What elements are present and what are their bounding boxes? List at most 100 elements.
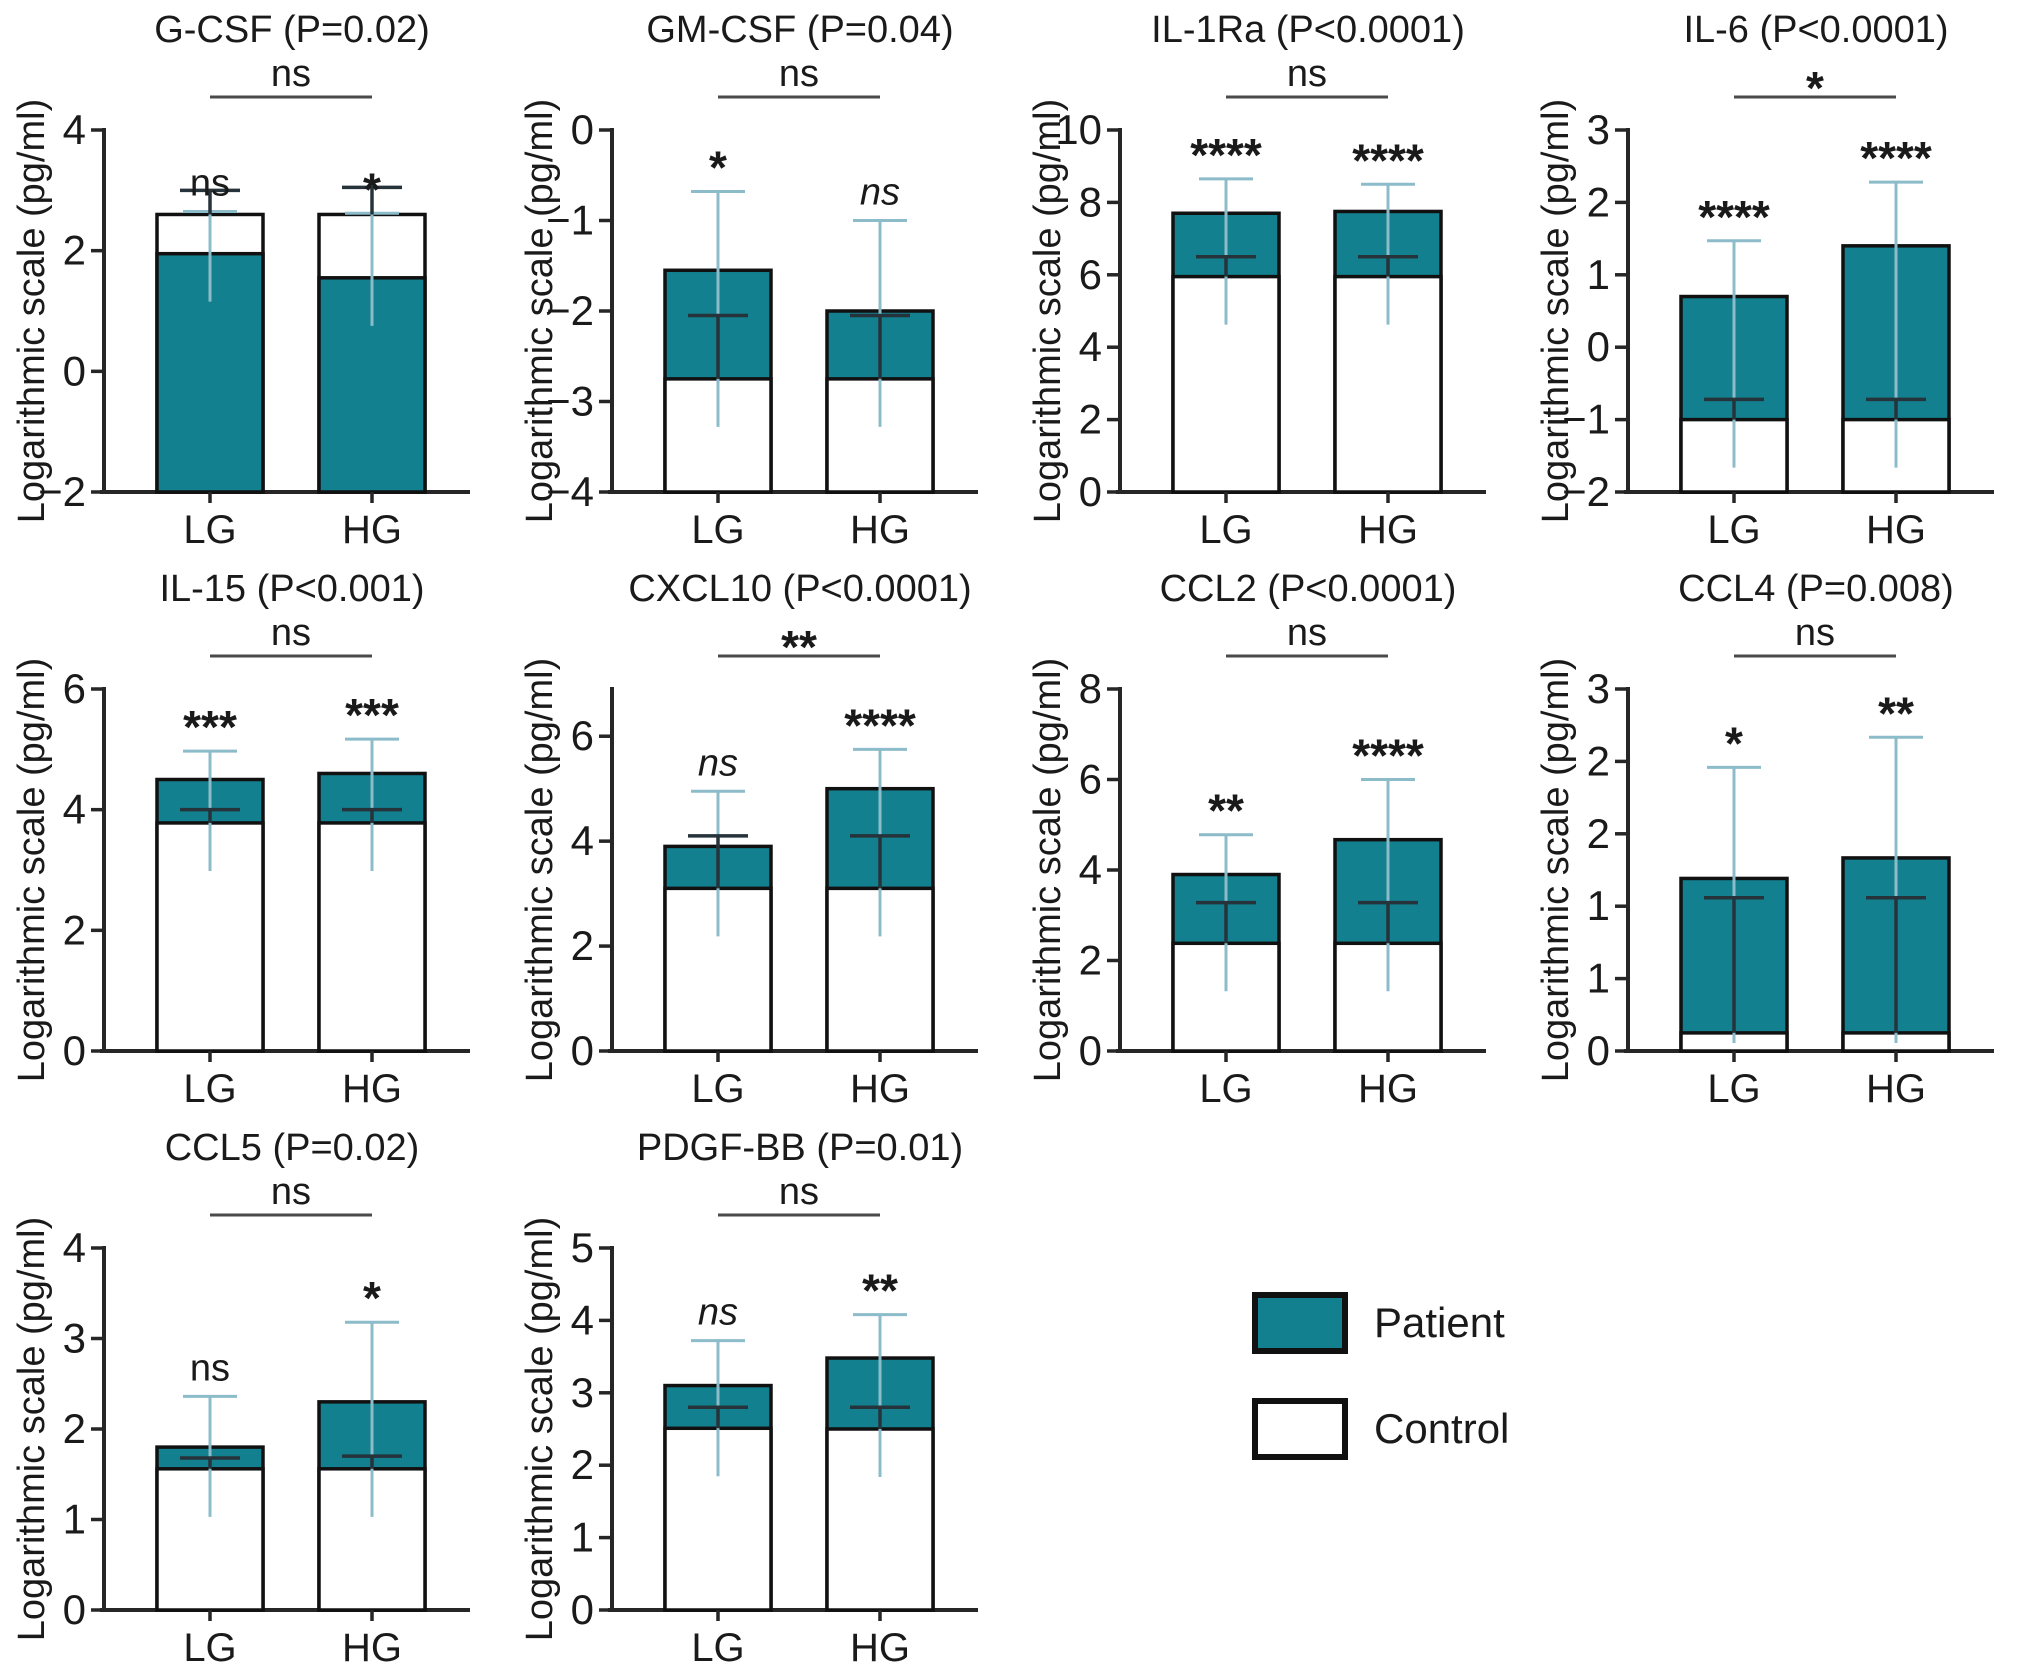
- comparison-label: ns: [1287, 53, 1327, 95]
- y-axis-label: Logarithmic scale (pg/ml): [519, 99, 561, 523]
- category-label: LG: [1707, 508, 1760, 552]
- significance-label: ****: [1698, 191, 1770, 243]
- significance-label: ****: [844, 699, 916, 751]
- y-tick-label: 2: [63, 227, 86, 274]
- legend: Patient Control: [1252, 1292, 1509, 1504]
- chart-svg: IL-1Ra (P<0.0001)ns 10 8 6 4 2 0 LG **** HG **** Lo…: [1027, 9, 1486, 552]
- significance-label: ****: [1860, 132, 1932, 184]
- y-tick-label: 6: [1079, 756, 1102, 803]
- significance-label: *: [1725, 717, 1743, 769]
- y-tick-label: 2: [1587, 178, 1610, 225]
- y-tick-label: 2: [571, 1441, 594, 1488]
- category-label: LG: [1199, 1067, 1252, 1111]
- significance-label: *: [363, 1272, 381, 1324]
- chart-svg: IL-15 (P<0.001)ns 6 4 2 0 LG *** HG *** Logarithm…: [11, 568, 470, 1111]
- chart-title: CCL5 (P=0.02): [165, 1127, 420, 1169]
- y-tick-label: 0: [63, 1027, 86, 1074]
- y-tick-label: 0: [63, 347, 86, 394]
- significance-label: ****: [1352, 730, 1424, 782]
- y-tick-label: −2: [546, 287, 594, 334]
- significance-label: ****: [1352, 134, 1424, 186]
- comparison-label: ns: [271, 53, 311, 95]
- y-tick-label: 4: [571, 1296, 594, 1343]
- y-tick-label: 2: [1587, 810, 1610, 857]
- chart-svg: CCL4 (P=0.008)ns 3 2 2 1 1 0 LG * HG ** Logarithmic…: [1535, 568, 1994, 1111]
- y-tick-label: −1: [1562, 396, 1610, 443]
- y-tick-label: 3: [1587, 106, 1610, 153]
- legend-row-patient: Patient: [1252, 1292, 1509, 1354]
- y-tick-label: −2: [1562, 468, 1610, 515]
- chart-svg: CCL2 (P<0.0001)ns 8 6 4 2 0 LG ** HG **** Logarith…: [1027, 568, 1486, 1111]
- y-tick-label: 6: [63, 665, 86, 712]
- category-label: LG: [691, 1626, 744, 1670]
- y-tick-label: 0: [1079, 1027, 1102, 1074]
- y-tick-label: 4: [1079, 846, 1102, 893]
- y-tick-label: −2: [38, 468, 86, 515]
- significance-label: ***: [183, 701, 237, 753]
- y-tick-label: 10: [1055, 106, 1102, 153]
- category-label: HG: [1866, 508, 1926, 552]
- y-axis-label: Logarithmic scale (pg/ml): [1535, 658, 1577, 1082]
- y-tick-label: −1: [546, 197, 594, 244]
- y-tick-label: 5: [571, 1224, 594, 1271]
- y-tick-label: 0: [571, 106, 594, 153]
- category-label: LG: [183, 1067, 236, 1111]
- category-label: HG: [850, 508, 910, 552]
- y-tick-label: 2: [1587, 737, 1610, 784]
- y-tick-label: 0: [1587, 323, 1610, 370]
- patient-swatch-icon: [1252, 1292, 1348, 1354]
- significance-label: ns: [698, 742, 738, 784]
- y-tick-label: 2: [1079, 396, 1102, 443]
- chart-ccl2: CCL2 (P<0.0001) ns 8 6 4 2 0 LG ** HG **** Logarith…: [1016, 559, 1524, 1118]
- category-label: HG: [342, 508, 402, 552]
- y-tick-label: 1: [571, 1514, 594, 1561]
- significance-label: ns: [860, 172, 900, 214]
- y-tick-label: 8: [1079, 178, 1102, 225]
- chart-title: GM-CSF (P=0.04): [646, 9, 953, 51]
- y-tick-label: 3: [571, 1369, 594, 1416]
- chart-svg: G-CSF (P=0.02)ns420−2LGnsHG*Logarithmic …: [11, 9, 470, 552]
- chart-title: IL-6 (P<0.0001): [1683, 9, 1948, 51]
- y-tick-label: −3: [546, 378, 594, 425]
- chart-g-csf: G-CSF (P=0.02) ns 4 2 0 −2 LG ns HG * Logarithmic …: [0, 0, 508, 559]
- chart-title: PDGF-BB (P=0.01): [637, 1127, 963, 1169]
- significance-label: ns: [190, 1347, 230, 1389]
- chart-il-15: IL-15 (P<0.001) ns 6 4 2 0 LG *** HG *** Logarithm…: [0, 559, 508, 1118]
- y-tick-label: 3: [63, 1315, 86, 1362]
- comparison-label: ns: [779, 53, 819, 95]
- legend-control-label: Control: [1374, 1405, 1510, 1452]
- category-label: LG: [183, 1626, 236, 1670]
- significance-label: **: [1878, 687, 1914, 739]
- significance-label: **: [862, 1265, 898, 1317]
- y-tick-label: −4: [546, 468, 594, 515]
- significance-label: *: [709, 142, 727, 194]
- chart-svg: GM-CSF (P=0.04)ns0−1−2−3−4LG*HGnsLogarit…: [519, 9, 978, 552]
- y-axis-label: Logarithmic scale (pg/ml): [11, 99, 53, 523]
- category-label: HG: [850, 1067, 910, 1111]
- y-tick-label: 2: [571, 922, 594, 969]
- y-axis-label: Logarithmic scale (pg/ml): [11, 1217, 53, 1641]
- chart-ccl4: CCL4 (P=0.008) ns 3 2 2 1 1 0 LG * HG ** Logarithmic…: [1524, 559, 2032, 1118]
- chart-title: G-CSF (P=0.02): [154, 9, 430, 51]
- y-tick-label: 4: [571, 817, 594, 864]
- significance-label: ns: [698, 1292, 738, 1334]
- chart-title: CXCL10 (P<0.0001): [628, 568, 971, 610]
- y-tick-label: 6: [1079, 251, 1102, 298]
- y-tick-label: 4: [63, 1224, 86, 1271]
- y-axis-label: Logarithmic scale (pg/ml): [1027, 658, 1069, 1082]
- category-label: HG: [850, 1626, 910, 1670]
- y-tick-label: 4: [63, 106, 86, 153]
- y-tick-label: 2: [63, 1405, 86, 1452]
- comparison-label: *: [1806, 62, 1824, 114]
- category-label: LG: [691, 508, 744, 552]
- chart-svg: CXCL10 (P<0.0001) ** 6 4 2 0 LG ns HG **** Logarit…: [519, 568, 978, 1111]
- y-tick-label: 3: [1587, 665, 1610, 712]
- category-label: HG: [342, 1067, 402, 1111]
- comparison-label: ns: [271, 612, 311, 654]
- y-tick-label: 2: [1079, 937, 1102, 984]
- category-label: LG: [1199, 508, 1252, 552]
- y-tick-label: 0: [571, 1027, 594, 1074]
- y-tick-label: 1: [1587, 882, 1610, 929]
- y-axis-label: Logarithmic scale (pg/ml): [1027, 99, 1069, 523]
- control-swatch-icon: [1252, 1398, 1348, 1460]
